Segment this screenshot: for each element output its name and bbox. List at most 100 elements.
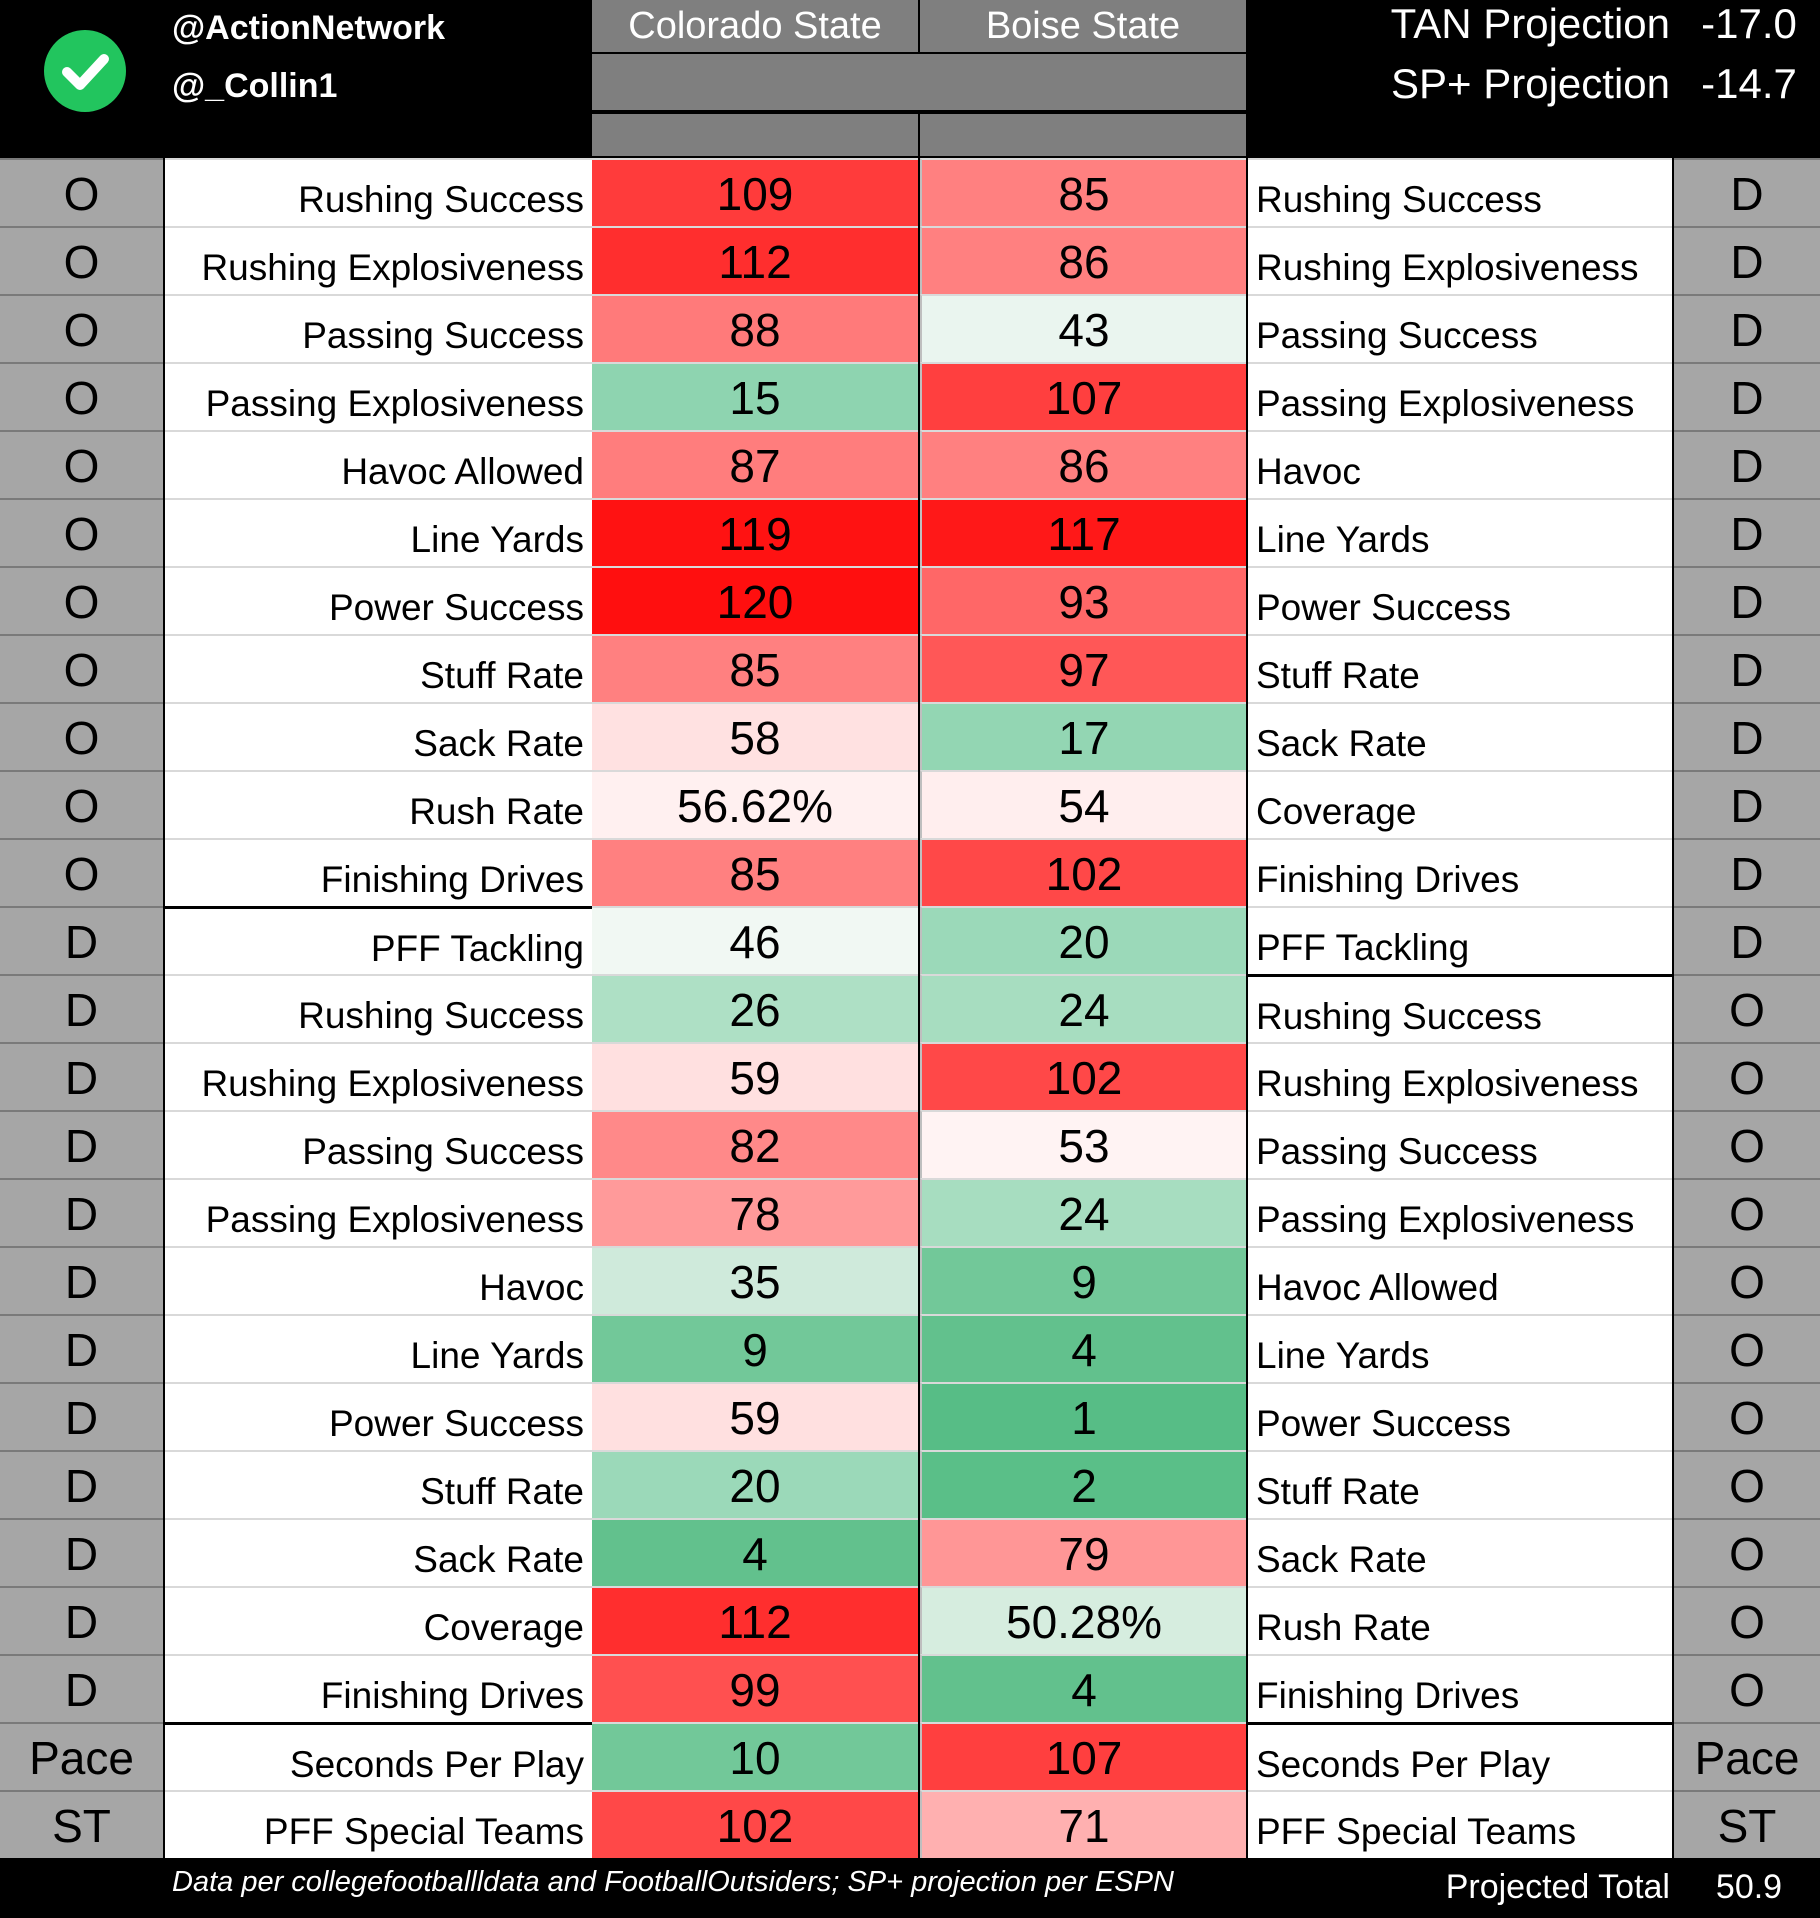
row-label-right: Power Success [1248, 1382, 1672, 1450]
row-label-right: Rushing Explosiveness [1248, 226, 1672, 294]
row-label-left: Stuff Rate [165, 1450, 592, 1518]
row-side-left: D [0, 1246, 163, 1314]
row-side-right: O [1674, 1518, 1820, 1586]
table-row: O Havoc Allowed 87 86 Havoc D [0, 430, 1820, 498]
row-side-left: D [0, 1654, 163, 1722]
value-cell-right: 54 [920, 770, 1246, 838]
row-side-left: D [0, 1382, 163, 1450]
row-label-left: Rush Rate [165, 770, 592, 838]
value-cell-left: 119 [592, 498, 918, 566]
value-cell-left: 4 [592, 1518, 918, 1586]
value-cell-right: 50.28% [920, 1586, 1246, 1654]
row-label-left: Finishing Drives [165, 838, 592, 906]
projected-total-label: Projected Total [1445, 1868, 1670, 1906]
row-side-left: D [0, 1314, 163, 1382]
tan-projection-label: TAN Projection [1390, 0, 1670, 47]
row-label-left: Rushing Explosiveness [165, 1042, 592, 1110]
value-cell-right: 2 [920, 1450, 1246, 1518]
table-row: O Passing Success 88 43 Passing Success D [0, 294, 1820, 362]
table-row: D Havoc 35 9 Havoc Allowed O [0, 1246, 1820, 1314]
row-side-right: D [1674, 158, 1820, 226]
row-side-left: O [0, 430, 163, 498]
row-side-right: O [1674, 974, 1820, 1042]
row-label-right: Rushing Success [1248, 974, 1672, 1042]
row-side-right: O [1674, 1178, 1820, 1246]
row-label-right: Sack Rate [1248, 1518, 1672, 1586]
row-label-right: Finishing Drives [1248, 838, 1672, 906]
row-label-right: Passing Explosiveness [1248, 362, 1672, 430]
value-cell-left: 56.62% [592, 770, 918, 838]
table-row: D Coverage 112 50.28% Rush Rate O [0, 1586, 1820, 1654]
table-row: O Rushing Success 109 85 Rushing Success D [0, 158, 1820, 226]
row-label-right: Rushing Success [1248, 158, 1672, 226]
value-cell-right: 71 [920, 1790, 1246, 1858]
table-row: D PFF Tackling 46 20 PFF Tackling D [0, 906, 1820, 974]
row-label-right: Stuff Rate [1248, 634, 1672, 702]
value-cell-right: 102 [920, 838, 1246, 906]
verified-check-icon [44, 30, 126, 112]
row-side-right: D [1674, 906, 1820, 974]
row-label-right: Rush Rate [1248, 1586, 1672, 1654]
team-left-header: Colorado State [592, 0, 918, 52]
value-cell-left: 85 [592, 838, 918, 906]
header-band-left [592, 114, 918, 156]
value-cell-right: 4 [920, 1314, 1246, 1382]
row-label-left: Passing Explosiveness [165, 1178, 592, 1246]
value-cell-right: 43 [920, 294, 1246, 362]
value-cell-left: 82 [592, 1110, 918, 1178]
row-side-left: O [0, 362, 163, 430]
row-side-right: ST [1674, 1790, 1820, 1858]
row-label-left: Havoc [165, 1246, 592, 1314]
projected-total-value: 50.9 [1715, 1868, 1783, 1906]
value-cell-right: 86 [920, 226, 1246, 294]
table-row: D Finishing Drives 99 4 Finishing Drives O [0, 1654, 1820, 1722]
value-cell-left: 20 [592, 1450, 918, 1518]
table-row: Pace Seconds Per Play 10 107 Seconds Per Pla… [0, 1722, 1820, 1790]
row-side-right: D [1674, 634, 1820, 702]
row-label-left: Line Yards [165, 498, 592, 566]
value-cell-right: 97 [920, 634, 1246, 702]
row-side-right: O [1674, 1382, 1820, 1450]
value-cell-right: 20 [920, 906, 1246, 974]
row-side-left: ST [0, 1790, 163, 1858]
row-label-left: Rushing Explosiveness [165, 226, 592, 294]
row-side-left: D [0, 1110, 163, 1178]
value-cell-left: 35 [592, 1246, 918, 1314]
table-row: D Line Yards 9 4 Line Yards O [0, 1314, 1820, 1382]
row-label-right: Line Yards [1248, 498, 1672, 566]
value-cell-left: 10 [592, 1722, 918, 1790]
row-label-left: Rushing Success [165, 974, 592, 1042]
value-cell-right: 107 [920, 362, 1246, 430]
row-label-left: Sack Rate [165, 702, 592, 770]
row-side-right: D [1674, 702, 1820, 770]
row-label-left: Rushing Success [165, 158, 592, 226]
table-row: D Rushing Success 26 24 Rushing Success O [0, 974, 1820, 1042]
row-side-left: O [0, 498, 163, 566]
table-row: O Passing Explosiveness 15 107 Passing Explo… [0, 362, 1820, 430]
table-row: D Passing Success 82 53 Passing Success O [0, 1110, 1820, 1178]
table-row: O Rushing Explosiveness 112 86 Rushing Explo… [0, 226, 1820, 294]
row-side-right: O [1674, 1654, 1820, 1722]
row-label-right: Passing Explosiveness [1248, 1178, 1672, 1246]
handle-action-network: @ActionNetwork [172, 9, 446, 47]
value-cell-right: 1 [920, 1382, 1246, 1450]
row-side-left: O [0, 294, 163, 362]
row-side-left: O [0, 770, 163, 838]
row-label-left: Seconds Per Play [165, 1722, 592, 1790]
row-label-right: Rushing Explosiveness [1248, 1042, 1672, 1110]
table-row: O Finishing Drives 85 102 Finishing Drives D [0, 838, 1820, 906]
tan-projection-value: -17.0 [1701, 0, 1797, 47]
value-cell-left: 59 [592, 1382, 918, 1450]
row-label-right: Stuff Rate [1248, 1450, 1672, 1518]
row-label-left: Passing Success [165, 294, 592, 362]
table-row: D Stuff Rate 20 2 Stuff Rate O [0, 1450, 1820, 1518]
value-cell-right: 9 [920, 1246, 1246, 1314]
row-label-right: Coverage [1248, 770, 1672, 838]
value-cell-right: 4 [920, 1654, 1246, 1722]
table-row: ST PFF Special Teams 102 71 PFF Special Team… [0, 1790, 1820, 1858]
row-label-right: Finishing Drives [1248, 1654, 1672, 1722]
value-cell-left: 58 [592, 702, 918, 770]
handle-collin: @_Collin1 [172, 67, 338, 105]
row-label-left: Passing Explosiveness [165, 362, 592, 430]
